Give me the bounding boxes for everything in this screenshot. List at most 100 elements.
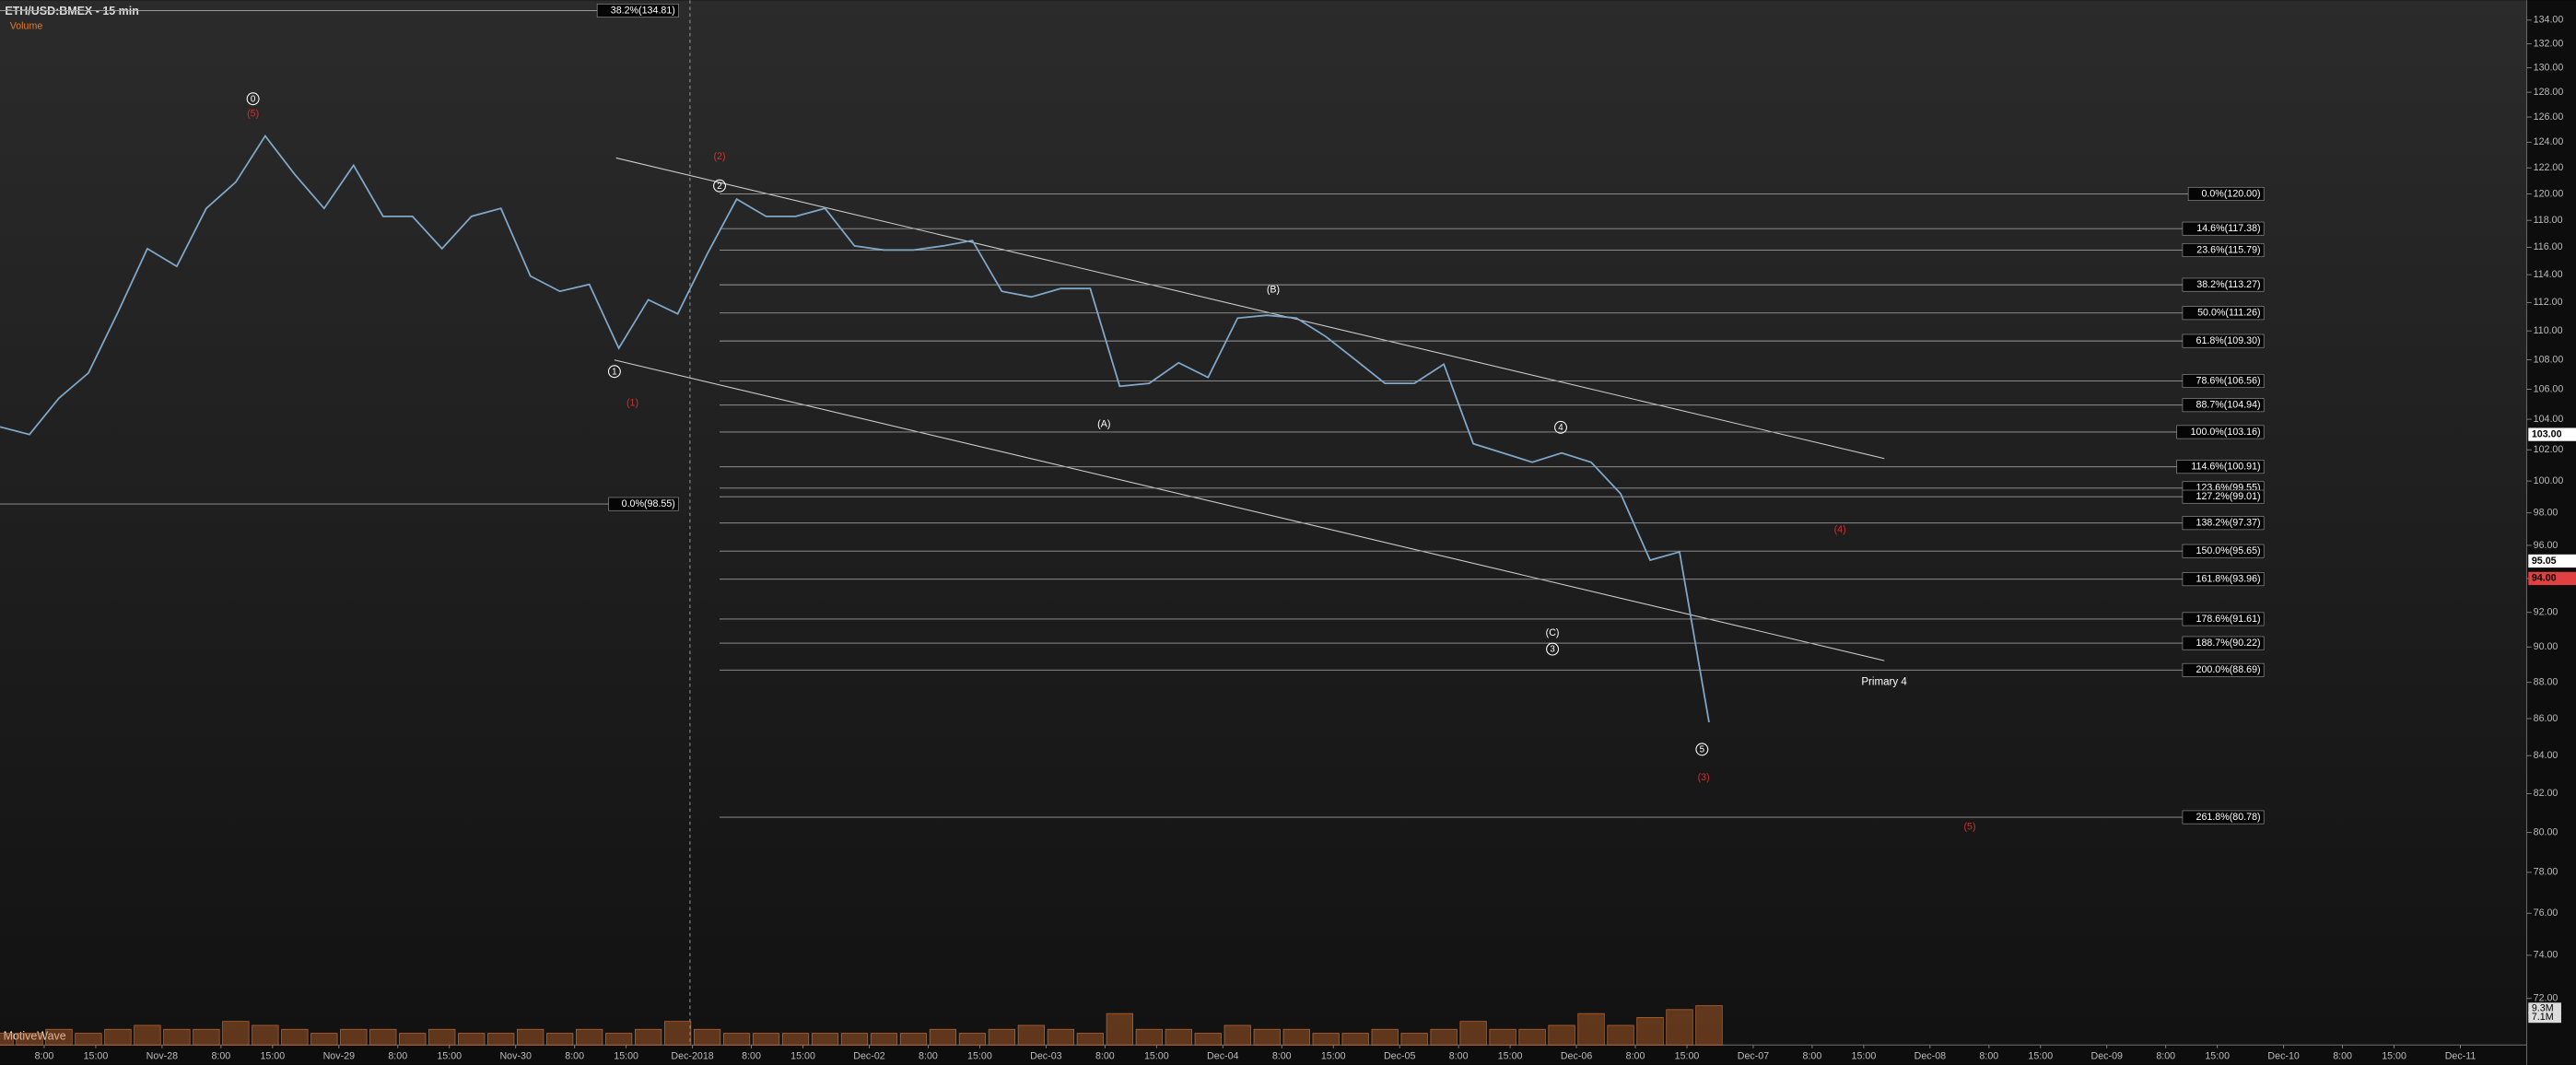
y-tick-label: 120.00 xyxy=(2534,188,2564,199)
volume-bar xyxy=(340,1028,368,1046)
volume-marker xyxy=(2528,1011,2561,1024)
wave-circle xyxy=(1546,642,1560,656)
wave-label: 1 xyxy=(612,367,616,377)
x-tick-label: 8:00 xyxy=(35,1051,54,1062)
x-tick-label: 8:00 xyxy=(211,1051,230,1062)
fib-label: 38.2%(113.27) xyxy=(2196,279,2260,290)
y-tick-label: 98.00 xyxy=(2534,508,2558,519)
volume-bar xyxy=(1106,1012,1133,1046)
x-tick-label: Dec-2018 xyxy=(671,1051,713,1062)
wave-label: (B) xyxy=(1267,284,1280,295)
x-tick-label: Dec-11 xyxy=(2445,1051,2476,1062)
x-tick-label: 15:00 xyxy=(1498,1051,1523,1062)
volume-bar xyxy=(1282,1028,1310,1046)
x-tick-label: 8:00 xyxy=(1272,1051,1292,1062)
volume-marker xyxy=(2528,1002,2561,1014)
y-tick-label: 72.00 xyxy=(2534,993,2558,1004)
volume-bar xyxy=(1548,1024,1575,1046)
fib-label-box xyxy=(2182,306,2265,321)
fib-label: 50.0%(111.26) xyxy=(2197,308,2261,319)
fib-label: 188.7%(90.22) xyxy=(2196,638,2261,649)
volume-bar xyxy=(1165,1028,1192,1046)
y-tick-label: 126.00 xyxy=(2534,111,2564,123)
x-tick-label: Nov-29 xyxy=(323,1051,356,1062)
volume-bar xyxy=(929,1028,957,1046)
fib-label: 61.8%(109.30) xyxy=(2196,335,2261,346)
x-tick-label: Dec-05 xyxy=(1384,1051,1416,1062)
volume-marker-label: 7.1M xyxy=(2532,1012,2554,1023)
wave-label: (1) xyxy=(626,397,638,408)
volume-bar xyxy=(1489,1028,1516,1046)
fib-label-box xyxy=(2182,221,2265,236)
wave-label: (5) xyxy=(1963,822,1975,833)
x-tick-label: Dec-07 xyxy=(1738,1051,1770,1062)
volume-bar xyxy=(104,1028,132,1046)
price-marker xyxy=(2528,427,2576,441)
wave-label: (3) xyxy=(1698,772,1710,783)
y-tick-label: 102.00 xyxy=(2534,444,2564,455)
volume-bar xyxy=(1695,1005,1723,1046)
x-tick-label: 8:00 xyxy=(2333,1051,2352,1062)
volume-bar xyxy=(75,1033,102,1046)
fib-label: 38.2%(134.81) xyxy=(611,5,675,16)
channel-lower xyxy=(614,359,1885,661)
fib-label-box xyxy=(2182,243,2265,257)
y-tick-label: 130.00 xyxy=(2534,62,2564,73)
x-tick-label: 15:00 xyxy=(2382,1051,2406,1062)
volume-bar xyxy=(840,1033,869,1046)
y-tick-label: 96.00 xyxy=(2534,540,2558,551)
x-tick-label: 8:00 xyxy=(1449,1051,1469,1062)
volume-bar xyxy=(1400,1033,1428,1046)
wave-label: 3 xyxy=(1550,645,1555,655)
volume-bar xyxy=(752,1033,780,1046)
volume-bar xyxy=(1194,1033,1222,1046)
fib-label: 14.6%(117.38) xyxy=(2196,223,2260,234)
volume-bar xyxy=(163,1028,191,1046)
volume-bar xyxy=(222,1021,250,1046)
volume-bar xyxy=(1253,1028,1281,1046)
volume-bar xyxy=(458,1033,486,1046)
x-tick-label: 15:00 xyxy=(790,1051,815,1062)
volume-bar xyxy=(958,1033,987,1046)
volume-bar xyxy=(811,1033,839,1046)
fib-label-box xyxy=(2182,636,2265,650)
y-tick-label: 110.00 xyxy=(2534,325,2563,336)
x-tick-label: 15:00 xyxy=(1675,1051,1700,1062)
fib-label-box xyxy=(2176,425,2265,439)
wave-label: (2) xyxy=(713,151,725,162)
volume-title: Volume xyxy=(10,21,43,32)
y-tick-label: 86.00 xyxy=(2534,713,2558,724)
volume-bar xyxy=(193,1028,220,1046)
layer: 134.00 132.00 130.00 128.00 126.00 124.00 122.… xyxy=(0,4,2576,1062)
wave-label: 5 xyxy=(1700,745,1705,755)
fib-label-box xyxy=(2182,398,2265,413)
y-tick-label: 76.00 xyxy=(2534,907,2558,919)
x-tick-label: 15:00 xyxy=(437,1051,462,1062)
y-tick-label: 118.00 xyxy=(2534,215,2563,226)
x-tick-label: 15:00 xyxy=(1144,1051,1169,1062)
y-tick-label: 90.00 xyxy=(2534,641,2558,652)
y-tick-label: 100.00 xyxy=(2534,475,2564,486)
volume-bar xyxy=(517,1028,544,1046)
wave-label: (A) xyxy=(1097,419,1110,430)
x-tick-label: 8:00 xyxy=(2156,1051,2175,1062)
y-tick-label: 132.00 xyxy=(2534,38,2564,49)
x-tick-label: 8:00 xyxy=(388,1051,407,1062)
price-marker xyxy=(2528,571,2576,586)
wave-circle xyxy=(713,179,726,193)
fib-label: 200.0%(88.69) xyxy=(2196,664,2261,675)
y-tick-label: 92.00 xyxy=(2534,607,2558,618)
volume-bar xyxy=(1430,1028,1458,1046)
fib-label-box xyxy=(2182,489,2265,504)
fib-label: 114.6%(100.91) xyxy=(2191,461,2260,472)
x-tick-label: 8:00 xyxy=(1803,1051,1822,1062)
volume-bar xyxy=(1135,1028,1163,1046)
volume-bar xyxy=(16,1033,43,1046)
x-tick-label: Nov-30 xyxy=(499,1051,532,1062)
fib-label-box xyxy=(2182,810,2265,825)
y-tick-label: 124.00 xyxy=(2534,136,2564,147)
chart-title: ETH/USD:BMEX - 15 min xyxy=(5,5,139,18)
price-marker-label: 94.00 xyxy=(2532,573,2557,584)
volume-bar xyxy=(1607,1024,1634,1046)
